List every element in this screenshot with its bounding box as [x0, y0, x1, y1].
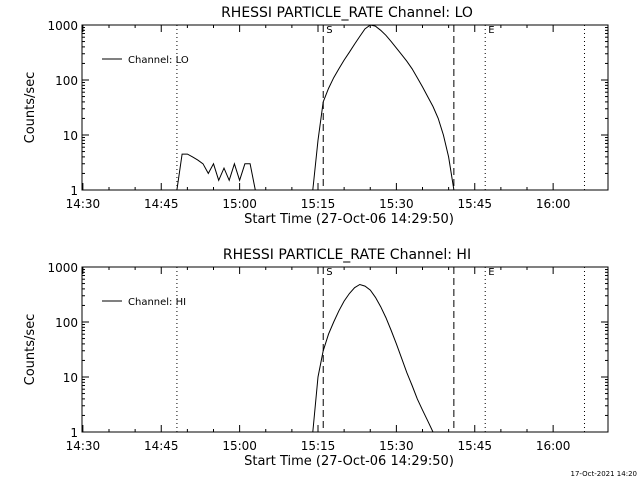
x-tick-label: 14:30: [66, 197, 101, 211]
y-tick-label: 1: [70, 426, 78, 440]
x-axis-label: Start Time (27-Oct-06 14:29:50): [244, 212, 454, 227]
y-tick-label: 1000: [47, 19, 78, 33]
marker-label: E: [488, 25, 494, 36]
plot-frame: [81, 266, 609, 433]
y-axis-label: Counts/sec: [23, 72, 38, 144]
y-tick-label: 10: [63, 129, 78, 143]
x-tick-label: 15:00: [222, 439, 257, 453]
x-axis-label: Start Time (27-Oct-06 14:29:50): [244, 454, 454, 469]
marker-label: S: [326, 267, 332, 278]
chart-panel-2: RHESSI PARTICLE_RATE Channel: HI 1 10 100 10…: [23, 247, 609, 469]
x-tick-label: 14:30: [66, 439, 101, 453]
series-line: [176, 153, 256, 191]
x-tick-label: 15:45: [457, 197, 492, 211]
chart-panel-1: RHESSI PARTICLE_RATE Channel: LO 1 10 100 10…: [23, 5, 609, 227]
series-line: [312, 283, 434, 433]
legend-label: Channel: LO: [128, 55, 189, 66]
x-tick-label: 15:00: [222, 197, 257, 211]
footer-timestamp: 17-Oct-2021 14:20: [571, 470, 637, 478]
x-tick-label: 15:30: [379, 197, 414, 211]
legend-label: Channel: HI: [128, 297, 186, 308]
chart-title: RHESSI PARTICLE_RATE Channel: HI: [223, 247, 471, 263]
x-tick-label: 14:45: [144, 197, 179, 211]
x-tick-label: 15:15: [301, 439, 336, 453]
marker-label: E: [488, 267, 494, 278]
y-tick-label: 1000: [47, 261, 78, 275]
x-tick-label: 14:45: [144, 439, 179, 453]
plot-frame: [81, 24, 609, 191]
x-tick-label: 16:00: [536, 439, 571, 453]
x-tick-label: 15:15: [301, 197, 336, 211]
x-tick-label: 16:00: [536, 197, 571, 211]
y-tick-label: 100: [55, 74, 78, 88]
marker-label: S: [326, 25, 332, 36]
y-tick-label: 1: [70, 184, 78, 198]
y-axis-label: Counts/sec: [23, 314, 38, 386]
x-tick-label: 15:45: [457, 439, 492, 453]
chart-title: RHESSI PARTICLE_RATE Channel: LO: [221, 5, 473, 21]
y-tick-label: 10: [63, 371, 78, 385]
series-line: [312, 24, 455, 191]
y-tick-label: 100: [55, 316, 78, 330]
x-tick-label: 15:30: [379, 439, 414, 453]
